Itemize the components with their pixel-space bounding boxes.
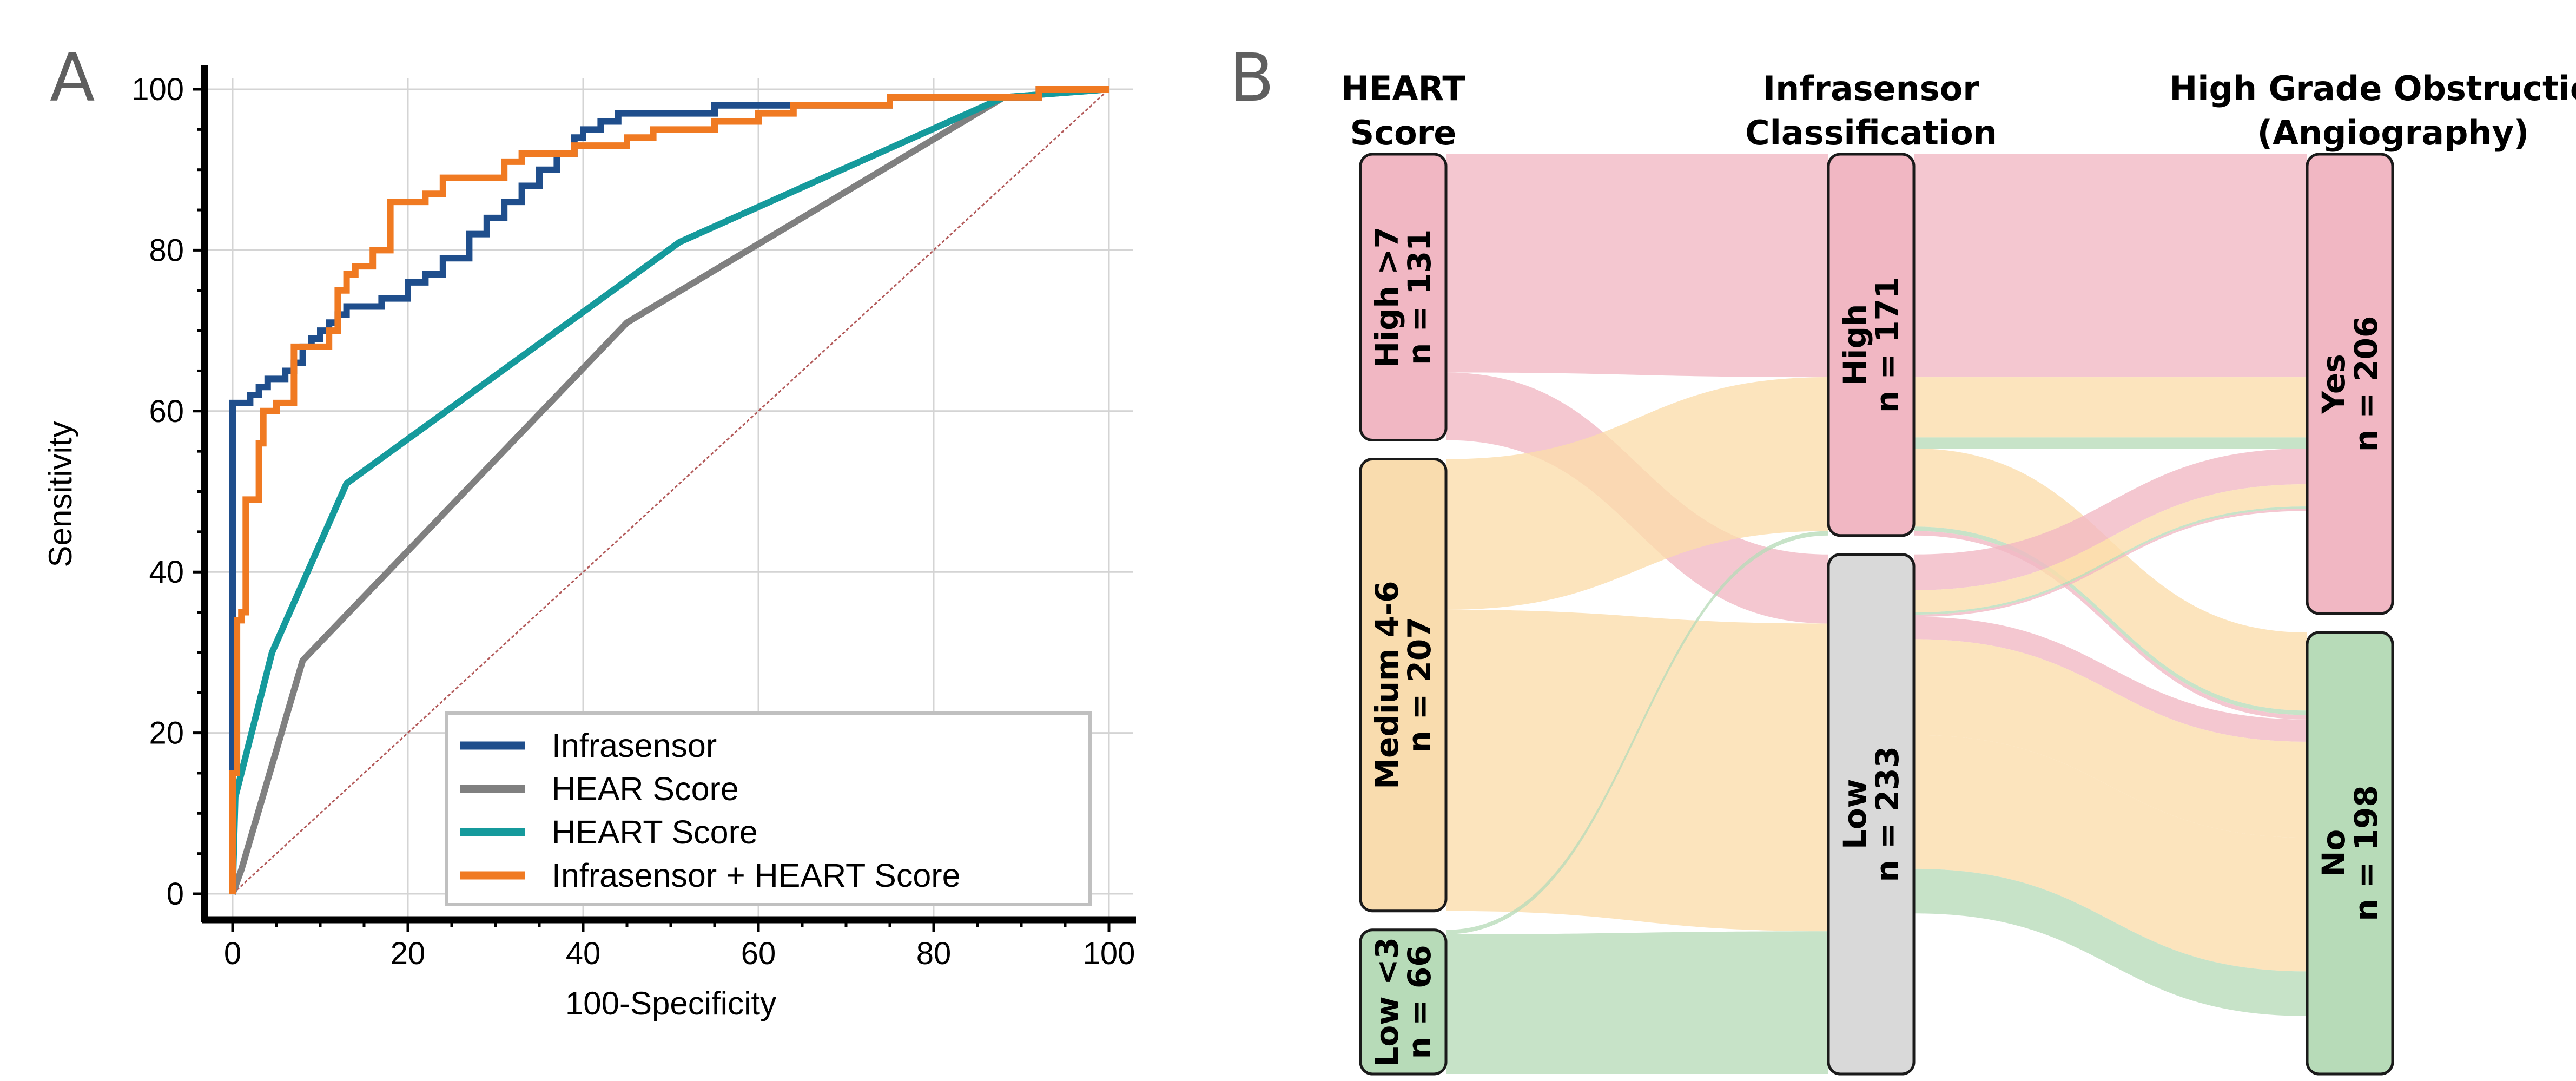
node-label: High bbox=[1837, 304, 1873, 386]
column-header-line: High Grade Obstruction bbox=[2169, 69, 2576, 108]
x-tick-label: 20 bbox=[391, 936, 426, 971]
node-box bbox=[1359, 458, 1448, 913]
y-tick-label: 40 bbox=[149, 555, 184, 590]
panel-b-letter: B bbox=[1229, 39, 1274, 116]
legend-entry: HEAR Score bbox=[552, 770, 739, 807]
node-box bbox=[2306, 153, 2394, 615]
flow-low-to-yes bbox=[1914, 509, 2307, 617]
flow-medium46-to-low bbox=[1446, 609, 1828, 932]
y-tick-label: 20 bbox=[149, 716, 184, 751]
node-medium-4-6: Medium 4-6n = 207 bbox=[1359, 458, 1448, 913]
flow-high-to-no bbox=[1914, 531, 2307, 720]
x-tick-label: 0 bbox=[224, 936, 241, 971]
flow-high-to-yes bbox=[1914, 437, 2307, 449]
column-header-line: (Angiography) bbox=[2257, 113, 2529, 153]
node-high-7: High >7n = 131 bbox=[1359, 153, 1448, 442]
y-axis-title: Sensitivity bbox=[42, 421, 78, 567]
legend: Infrasensor HEAR Score HEART Score Infrasen… bbox=[445, 711, 1092, 906]
flow-low-to-yes bbox=[1914, 449, 2307, 590]
node-count: n = 233 bbox=[1869, 746, 1906, 882]
node-no: Non = 198 bbox=[2306, 631, 2394, 1076]
node-count: n = 131 bbox=[1401, 229, 1438, 365]
node-label: Low <3 bbox=[1369, 937, 1405, 1067]
roc-lines bbox=[229, 86, 1109, 895]
series-line-infrasensor-heart-score bbox=[229, 86, 1109, 894]
flow-medium46-to-high bbox=[1446, 377, 1828, 610]
node-low-3: Low <3n = 66 bbox=[1359, 928, 1448, 1076]
node-count: n = 66 bbox=[1401, 945, 1438, 1059]
node-box bbox=[1827, 153, 1916, 537]
node-count: n = 198 bbox=[2348, 785, 2385, 921]
flow-high7-to-high bbox=[1446, 154, 1828, 378]
node-label: Yes bbox=[2315, 354, 2352, 414]
x-axis-title: 100-Specificity bbox=[565, 985, 776, 1021]
flow-high-to-yes bbox=[1914, 154, 2307, 378]
column-header-line: Infrasensor bbox=[1763, 69, 1979, 108]
flow-low-to-yes bbox=[1914, 506, 2307, 615]
node-box bbox=[1827, 553, 1916, 1076]
column-headers: HEART Score Infrasensor Classification High … bbox=[1341, 69, 2576, 153]
sankey-flows bbox=[1446, 154, 2307, 1074]
x-tick-label: 100 bbox=[1083, 936, 1135, 971]
node-box bbox=[1359, 153, 1448, 442]
node-label: High >7 bbox=[1369, 227, 1405, 367]
tick-labels: 0 20 40 60 80 100 0 20 40 60 80 100 bbox=[131, 72, 1135, 971]
flow-high-to-yes bbox=[1914, 377, 2307, 438]
node-label: No bbox=[2315, 829, 2352, 877]
column-header-line: Classification bbox=[1745, 113, 1997, 153]
y-tick-label: 100 bbox=[131, 72, 184, 107]
legend-entry: HEART Score bbox=[552, 814, 758, 851]
flow-low-to-no bbox=[1914, 639, 2307, 838]
legend-entry: Infrasensor bbox=[552, 727, 717, 764]
flow-low3-to-low bbox=[1446, 931, 1828, 1074]
column-header-line: HEART bbox=[1341, 69, 1465, 108]
node-count: n = 171 bbox=[1869, 277, 1906, 413]
flow-high-to-no bbox=[1914, 526, 2307, 715]
node-count: n = 207 bbox=[1401, 617, 1438, 753]
legend-entry: Infrasensor + HEART Score bbox=[552, 857, 961, 894]
y-tick-label: 60 bbox=[149, 394, 184, 429]
y-tick-label: 80 bbox=[149, 233, 184, 268]
diagonal-reference-line bbox=[232, 88, 1110, 895]
node-box bbox=[1359, 928, 1448, 1076]
grid bbox=[204, 78, 1133, 920]
flow-low-to-no bbox=[1914, 617, 2307, 742]
series-line-infrasensor bbox=[229, 86, 1109, 894]
axes bbox=[193, 65, 1136, 932]
flow-low-to-no bbox=[1914, 735, 2307, 972]
flow-low3-to-high bbox=[1446, 531, 1828, 934]
panel-a-letter: A bbox=[50, 39, 95, 116]
node-count: n = 206 bbox=[2348, 316, 2385, 452]
panel-a-roc-chart: A 0 20 40 60 80 100 0 20 40 60 80 100 100-Specifici… bbox=[42, 39, 1136, 1021]
reference-line-group bbox=[232, 88, 1110, 895]
legend-box bbox=[445, 711, 1092, 906]
flow-low-to-yes bbox=[1914, 484, 2307, 612]
y-tick-label: 0 bbox=[167, 876, 184, 912]
node-label: Medium 4-6 bbox=[1369, 581, 1405, 789]
x-tick-label: 40 bbox=[566, 936, 601, 971]
x-tick-label: 80 bbox=[916, 936, 952, 971]
column-header-line: Score bbox=[1350, 113, 1457, 153]
node-box bbox=[2306, 631, 2394, 1076]
node-label: Low bbox=[1837, 779, 1873, 849]
x-tick-label: 60 bbox=[741, 936, 776, 971]
flow-high-to-no bbox=[1914, 449, 2307, 711]
flow-low-to-no bbox=[1914, 868, 2307, 1016]
